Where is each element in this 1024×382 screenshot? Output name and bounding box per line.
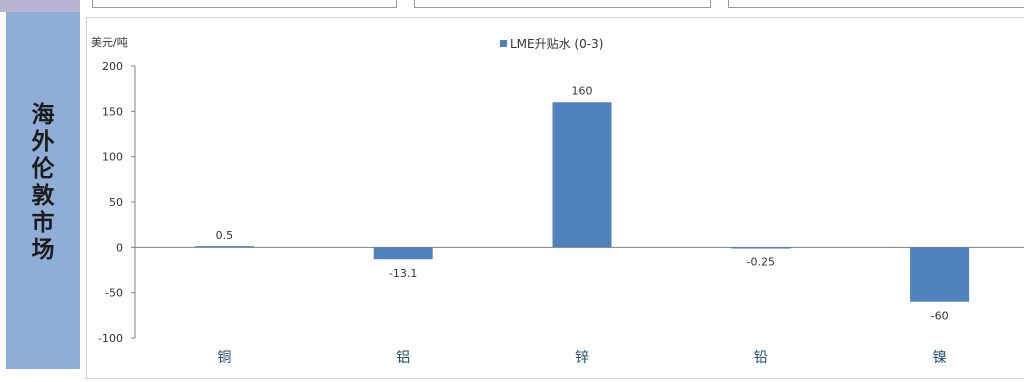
bar: [194, 246, 254, 248]
top-field-2: [414, 0, 711, 8]
top-strip: [0, 0, 1024, 12]
x-category-label: 铝: [396, 350, 410, 366]
y-tick-label: -100: [98, 332, 123, 345]
bar: [373, 247, 433, 260]
data-label: 160: [572, 84, 593, 97]
y-tick-label: -50: [105, 287, 123, 300]
section-title: 海 外 伦 敦 市 场: [6, 102, 80, 264]
bar: [552, 102, 612, 248]
top-left-cell: [0, 0, 80, 12]
y-tick-label: 200: [102, 60, 123, 73]
section-title-char: 伦: [31, 156, 55, 182]
data-label: -60: [931, 310, 949, 323]
legend-swatch: [500, 40, 507, 47]
y-tick-label: 50: [109, 196, 123, 209]
data-label: -0.25: [747, 256, 775, 269]
legend: LME升贴水 (0-3): [500, 37, 603, 51]
y-axis-ticks: 200 150 100 50 0 -50 -100: [98, 60, 135, 345]
legend-label: LME升贴水 (0-3): [510, 37, 603, 51]
x-category-label: 铜: [217, 350, 231, 366]
section-title-char: 外: [31, 129, 55, 155]
y-tick-label: 0: [116, 241, 123, 254]
data-label: 0.5: [216, 229, 234, 242]
x-category-label: 锌: [575, 350, 589, 366]
x-category-label: 铅: [754, 350, 768, 366]
chart-panel: 美元/吨 LME升贴水 (0-3) 200 150 100 50 0 -50 -100 0.…: [86, 17, 1024, 379]
section-sidebar: 海 外 伦 敦 市 场: [6, 12, 80, 369]
top-field-3: [728, 0, 1024, 8]
top-field-1: [92, 0, 397, 8]
sidebar-separator: [80, 12, 86, 369]
x-category-label: 镍: [933, 350, 947, 366]
bar: [731, 247, 791, 249]
bar-chart: 美元/吨 LME升贴水 (0-3) 200 150 100 50 0 -50 -100 0.…: [91, 36, 1024, 366]
y-tick-label: 100: [102, 151, 123, 164]
y-unit-label: 美元/吨: [91, 36, 128, 49]
bar: [910, 247, 970, 302]
x-axis-labels: 铜铝锌铅镍: [217, 350, 946, 366]
data-label: -13.1: [389, 267, 417, 280]
section-title-char: 敦: [31, 183, 55, 209]
section-title-char: 海: [31, 102, 55, 128]
bar-series: 0.5 -13.1 160 -0.25 -60: [194, 84, 970, 323]
section-title-char: 场: [31, 237, 55, 263]
section-title-char: 市: [31, 210, 55, 236]
y-tick-label: 150: [102, 105, 123, 118]
